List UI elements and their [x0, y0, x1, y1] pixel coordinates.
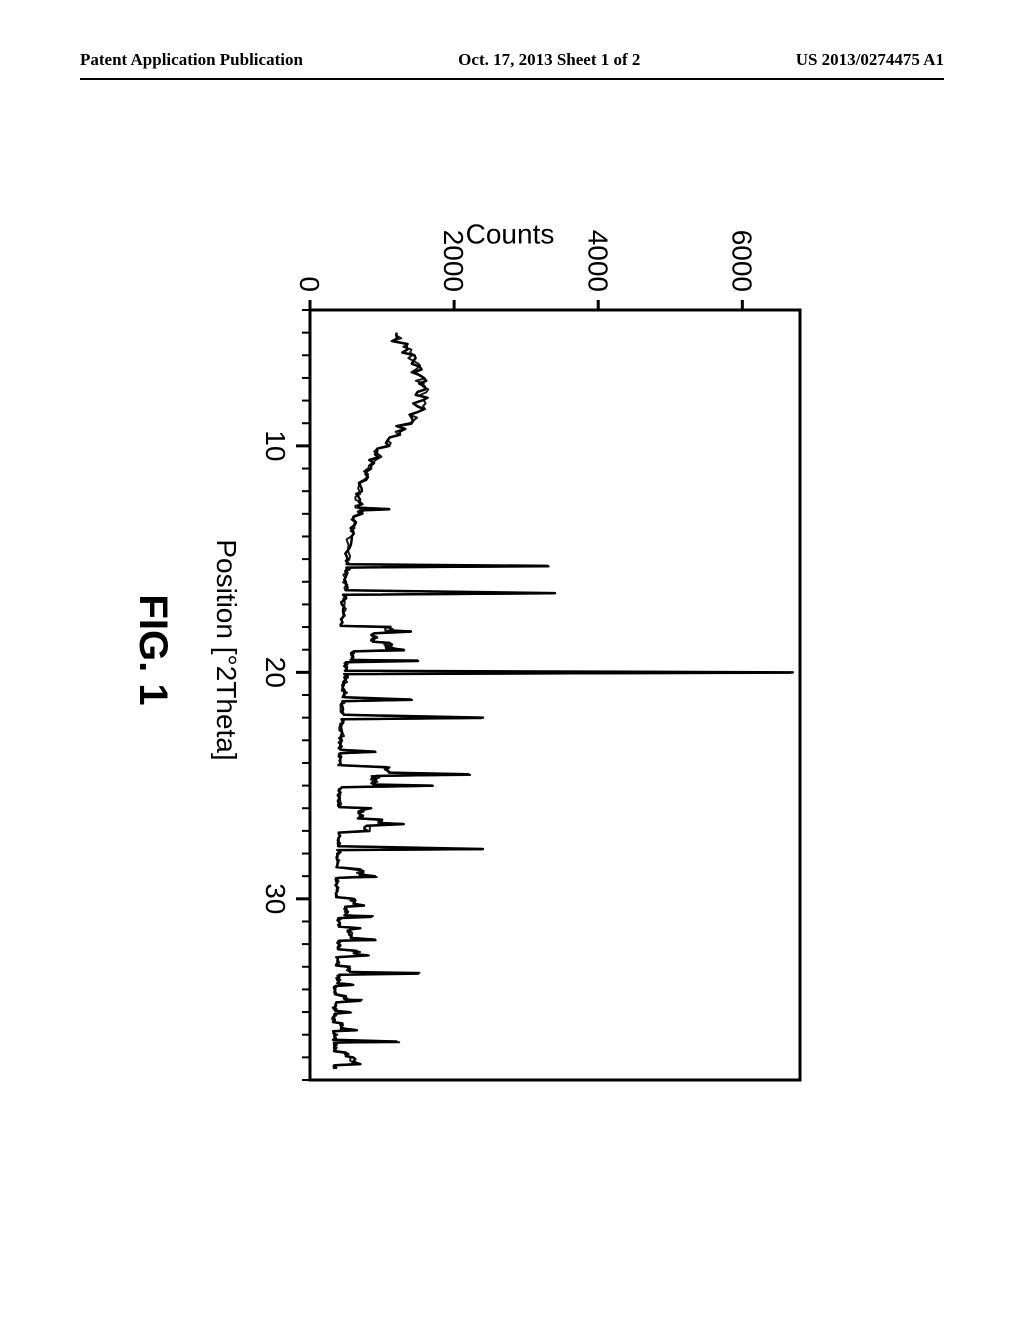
svg-text:0: 0: [294, 276, 325, 292]
svg-text:30: 30: [260, 883, 291, 914]
svg-text:6000: 6000: [726, 230, 757, 292]
header-left: Patent Application Publication: [80, 50, 303, 70]
figure-caption: FIG. 1: [130, 594, 175, 705]
svg-text:10: 10: [260, 430, 291, 461]
page-header: Patent Application Publication Oct. 17, …: [80, 50, 944, 80]
patent-page: Patent Application Publication Oct. 17, …: [0, 0, 1024, 1320]
header-right: US 2013/0274475 A1: [796, 50, 944, 70]
svg-text:20: 20: [260, 657, 291, 688]
y-axis-label: Counts: [466, 218, 555, 250]
x-axis-label: Position [°2Theta]: [210, 539, 242, 760]
svg-text:2000: 2000: [438, 230, 469, 292]
header-center: Oct. 17, 2013 Sheet 1 of 2: [458, 50, 640, 70]
svg-text:4000: 4000: [582, 230, 613, 292]
figure-area: Counts 0 2000 4000 6000 10 20 30 Position [°2T…: [150, 150, 870, 1150]
xrd-chart-svg: 0 2000 4000 6000 10 20 30: [200, 200, 820, 1100]
chart-wrap: Counts 0 2000 4000 6000 10 20 30 Position [°2T…: [200, 200, 820, 1100]
rotated-chart-container: Counts 0 2000 4000 6000 10 20 30 Position [°2T…: [200, 200, 820, 1100]
